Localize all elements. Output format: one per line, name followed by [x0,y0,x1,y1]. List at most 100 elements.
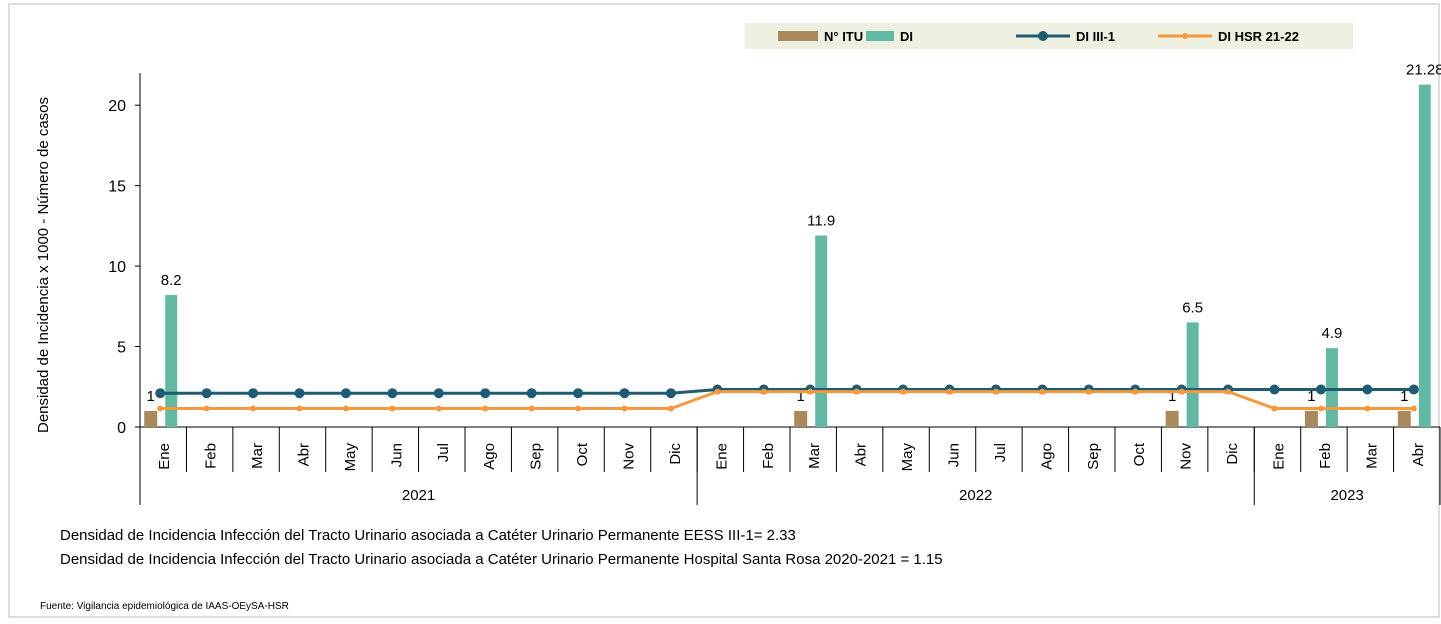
data-label: 1 [147,388,155,405]
x-tick-label: Ene [713,443,730,470]
x-tick-label: Sep [1085,443,1102,470]
source: Fuente: Vigilancia epidemiológica de IAA… [40,601,289,612]
bar [1186,322,1199,427]
marker [665,388,676,399]
bar [144,410,158,427]
marker [992,388,999,395]
x-tick-label: Jun [388,443,405,467]
x-tick-label: Mar [806,443,823,469]
marker [248,388,259,399]
data-label: 8.2 [161,272,182,289]
marker [389,405,396,412]
legend-label: DI [900,29,913,44]
x-tick-label: Dic [1224,443,1241,465]
bar [1165,410,1179,427]
y-tick-label: 5 [117,340,126,357]
marker [1362,384,1373,395]
marker [482,405,489,412]
legend-swatch [778,31,818,41]
x-tick-label: Mar [249,443,266,469]
marker [1317,405,1324,412]
marker [250,405,257,412]
x-tick-label: Oct [1131,442,1148,466]
marker [760,388,767,395]
bar [1397,410,1411,427]
x-tick-label: May [899,443,916,472]
marker [946,388,953,395]
x-tick-label: Mar [1363,443,1380,469]
line [160,390,1414,410]
legend-label: DI HSR 21-22 [1218,29,1299,44]
data-label: 1 [1307,388,1315,405]
legend-label: N° ITU [824,29,863,44]
marker [714,388,721,395]
x-tick-label: Oct [574,442,591,466]
marker [1225,388,1232,395]
marker [528,405,535,412]
marker [340,388,351,399]
marker [667,405,674,412]
marker [526,388,537,399]
marker [1269,384,1280,395]
x-tick-label: Abr [296,443,313,466]
bar [1325,348,1338,427]
x-tick-label: Nov [1178,443,1195,470]
marker [575,405,582,412]
marker [621,405,628,412]
data-label: 1 [797,388,805,405]
marker [619,388,630,399]
marker [203,405,210,412]
marker [342,405,349,412]
legend-label: DI III-1 [1076,29,1115,44]
marker [1364,405,1371,412]
note: Densidad de Incidencia Infección del Tra… [60,551,943,568]
marker [387,388,398,399]
y-axis-label: Densidad de Incidencia x 1000 - Número d… [35,97,52,433]
x-tick-label: Ago [1038,443,1055,470]
bar [815,235,828,427]
y-tick-label: 15 [108,179,126,196]
x-tick-label: Feb [1317,443,1334,469]
legend-swatch [1038,31,1048,41]
data-label: 6.5 [1182,299,1203,316]
marker [1271,405,1278,412]
x-tick-label: May [342,443,359,472]
data-label: 1 [1168,388,1176,405]
x-tick-label: Jul [435,443,452,462]
marker [296,405,303,412]
marker [1410,405,1417,412]
marker [573,388,584,399]
x-tick-label: Sep [528,443,545,470]
marker [201,388,212,399]
line [160,388,1414,395]
marker [853,388,860,395]
bar [1418,84,1431,428]
bar [1304,410,1318,427]
x-tick-label: Jul [992,443,1009,462]
x-tick-label: Nov [621,443,638,470]
data-label: 11.9 [807,213,835,230]
group-label: 2023 [1330,487,1363,504]
marker [1039,388,1046,395]
marker [155,388,166,399]
marker [900,388,907,395]
marker [1132,388,1139,395]
x-tick-label: Ago [481,443,498,470]
marker [157,405,164,412]
marker [1315,384,1326,395]
marker [294,388,305,399]
x-tick-label: Abr [853,443,870,466]
x-tick-label: Feb [760,443,777,469]
x-tick-label: Feb [203,443,220,469]
data-label: 1 [1400,388,1408,405]
group-label: 2021 [402,487,435,504]
bar [794,410,808,427]
data-label: 4.9 [1321,325,1342,342]
marker [807,388,814,395]
x-tick-label: Jun [946,443,963,467]
x-tick-label: Abr [1410,443,1427,466]
frame [8,3,1440,618]
marker [433,388,444,399]
group-label: 2022 [959,487,992,504]
